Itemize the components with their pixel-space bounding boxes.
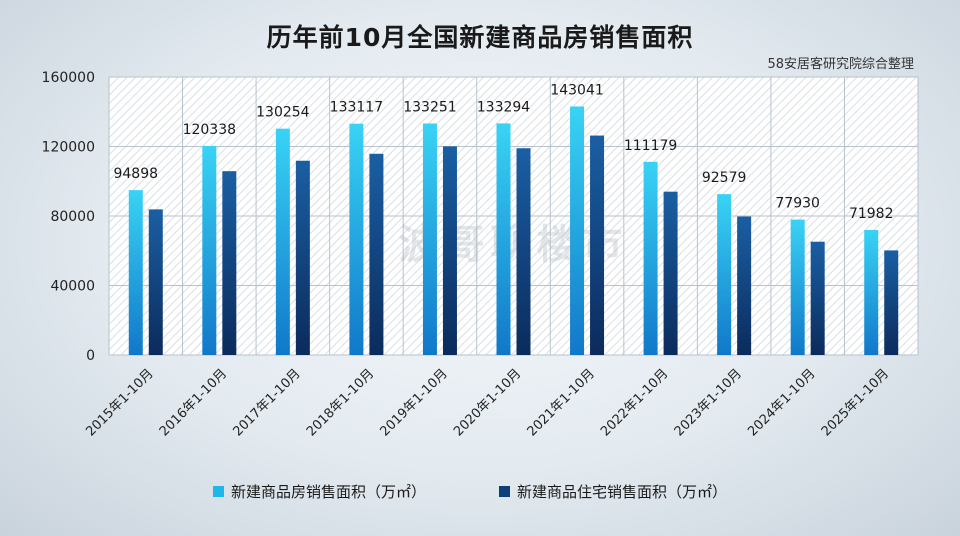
data-label: 133294: [477, 99, 531, 115]
x-tick-label: 2024年1-10月: [745, 366, 818, 439]
legend-label-series1: 新建商品房销售面积（万㎡）: [231, 483, 426, 501]
x-tick-label: 2022年1-10月: [598, 366, 671, 439]
data-label: 111179: [624, 138, 677, 154]
data-label: 120338: [183, 122, 236, 138]
legend-swatch-series1: [213, 486, 224, 497]
x-tick-label: 2025年1-10月: [819, 366, 892, 439]
y-tick-label: 160000: [42, 70, 95, 86]
x-tick-label: 2023年1-10月: [672, 366, 745, 439]
bar-series2: [442, 146, 457, 355]
y-tick-label: 80000: [50, 209, 95, 225]
x-tick-label: 2019年1-10月: [378, 366, 451, 439]
bar-series1: [790, 219, 805, 355]
x-tick-label: 2021年1-10月: [525, 366, 598, 439]
chart-title: 历年前10月全国新建商品房销售面积: [266, 23, 694, 52]
bar-series1: [422, 123, 437, 356]
y-tick-label: 120000: [42, 140, 95, 156]
bar-series2: [369, 153, 384, 355]
x-tick-label: 2020年1-10月: [451, 366, 524, 439]
legend-label-series2: 新建商品住宅销售面积（万㎡）: [517, 483, 727, 501]
source-note: 58安居客研究院综合整理: [767, 57, 914, 72]
bar-series2: [295, 160, 310, 355]
x-tick-label: 2017年1-10月: [230, 366, 303, 439]
data-label: 133117: [330, 100, 383, 116]
y-tick-label: 0: [86, 348, 95, 364]
bar-series2: [737, 216, 752, 355]
data-label: 94898: [113, 166, 158, 182]
bar-series2: [663, 191, 678, 355]
bar-series2: [884, 250, 899, 355]
bar-series1: [717, 194, 732, 355]
y-tick-label: 40000: [50, 279, 95, 295]
data-label: 92579: [702, 170, 747, 186]
bar-series1: [496, 123, 511, 355]
bar-series1: [570, 106, 585, 355]
data-label: 71982: [849, 206, 894, 222]
data-label: 133251: [403, 99, 456, 115]
bar-series1: [275, 128, 290, 355]
data-label: 143041: [550, 82, 603, 98]
bar-series1: [128, 190, 143, 355]
bar-series1: [643, 161, 658, 355]
bar-series2: [222, 171, 237, 355]
data-label: 130254: [256, 105, 310, 121]
bar-series2: [148, 209, 163, 355]
data-label: 77930: [775, 196, 820, 212]
legend-swatch-series2: [499, 486, 510, 497]
x-tick-label: 2018年1-10月: [304, 366, 377, 439]
bar-series2: [516, 148, 531, 355]
bar-series2: [590, 135, 605, 355]
bar-series1: [202, 145, 217, 355]
bar-series1: [864, 229, 879, 355]
bar-series2: [810, 241, 825, 355]
bar-series1: [349, 123, 364, 355]
x-tick-label: 2016年1-10月: [157, 366, 230, 439]
x-tick-label: 2015年1-10月: [83, 366, 156, 439]
